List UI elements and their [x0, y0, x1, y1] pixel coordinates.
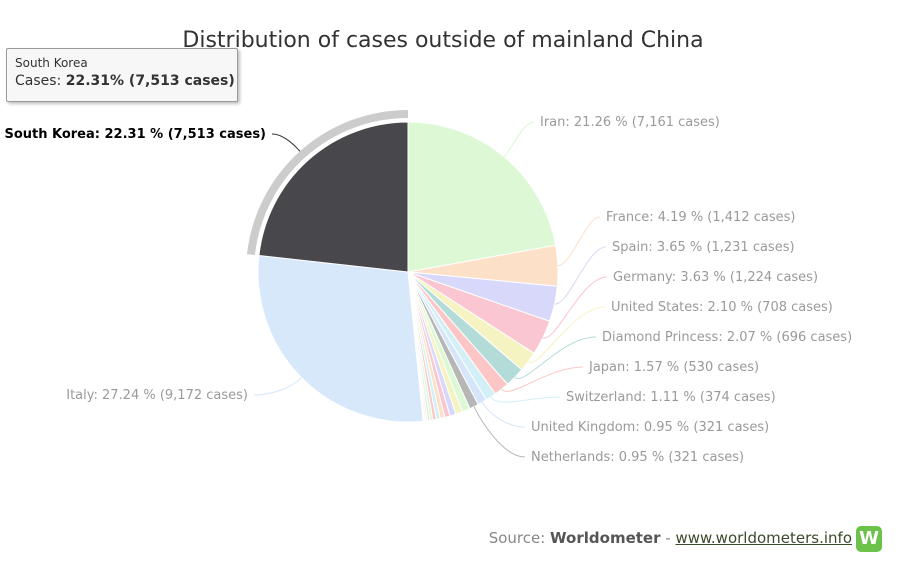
data-label-netherlands: Netherlands: 0.95 % (321 cases) [531, 450, 744, 465]
connector-france [557, 216, 601, 267]
data-label-united-kingdom: United Kingdom: 0.95 % (321 cases) [531, 420, 769, 435]
connector-south-korea [271, 133, 301, 152]
source-prefix: Source: [488, 529, 546, 547]
connector-netherlands [473, 406, 526, 458]
data-label-switzerland: Switzerland: 1.11 % (374 cases) [566, 390, 776, 405]
data-label-iran: Iran: 21.26 % (7,161 cases) [540, 115, 720, 130]
pie-slice-halo-south-korea [246, 110, 408, 256]
source-link[interactable]: www.worldometers.info [675, 529, 852, 547]
pie-slice-south-korea[interactable] [258, 121, 409, 273]
data-label-italy: Italy: 27.24 % (9,172 cases) [66, 388, 248, 403]
tooltip-prefix: Cases: [15, 73, 62, 89]
connector-germany [542, 276, 608, 339]
pie-slice-iran[interactable] [407, 121, 557, 273]
source-credit: Source: Worldometer - www.worldometers.i… [489, 529, 852, 547]
data-label-france: France: 4.19 % (1,412 cases) [606, 210, 795, 225]
source-separator: - [665, 529, 671, 547]
data-label-germany: Germany: 3.63 % (1,224 cases) [613, 270, 818, 285]
tooltip-country: South Korea [15, 56, 88, 70]
tooltip-value-line: Cases: 22.31% (7,513 cases) [15, 73, 237, 89]
connector-switzerland [490, 396, 561, 403]
data-label-south-korea: South Korea: 22.31 % (7,513 cases) [4, 127, 266, 142]
source-name: Worldometer [550, 529, 661, 547]
data-label-spain: Spain: 3.65 % (1,231 cases) [612, 240, 795, 255]
data-label-united-states: United States: 2.10 % (708 cases) [611, 300, 833, 315]
connector-iran [503, 121, 535, 158]
connector-united-states [527, 306, 606, 363]
connector-spain [554, 246, 607, 305]
connector-diamond-princess [514, 336, 597, 380]
data-label-diamond-princess: Diamond Princess: 2.07 % (696 cases) [602, 330, 852, 345]
tooltip-value: 22.31% (7,513 cases) [65, 73, 235, 89]
connector-united-kingdom [481, 402, 526, 428]
worldometer-logo-icon[interactable]: W [856, 526, 882, 552]
chart-title: Distribution of cases outside of mainlan… [182, 28, 704, 53]
connector-italy [253, 377, 302, 396]
chart-tooltip: South Korea Cases: 22.31% (7,513 cases) [6, 48, 238, 102]
data-label-japan: Japan: 1.57 % (530 cases) [588, 360, 759, 375]
pie-slice-italy[interactable] [257, 254, 424, 423]
connector-japan [501, 366, 584, 392]
